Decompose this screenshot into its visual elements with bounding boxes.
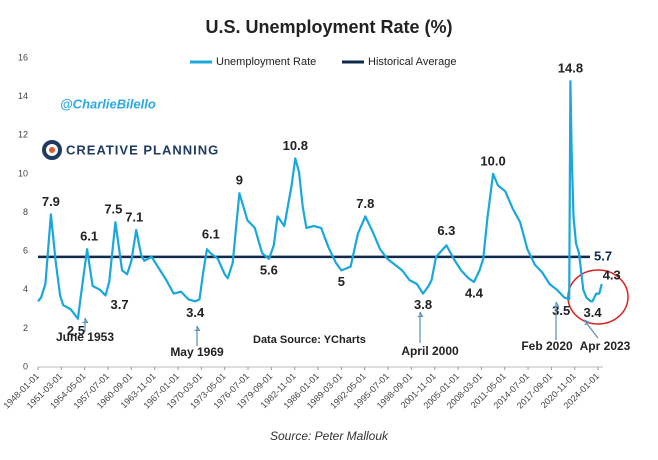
callout-label: April 2000 — [401, 344, 459, 358]
callout-label: May 1969 — [170, 345, 224, 359]
data-label: 4.3 — [603, 267, 621, 282]
y-tick-label: 10 — [18, 168, 28, 178]
callout-label: June 1953 — [56, 330, 114, 344]
callout-arrowhead — [583, 319, 590, 326]
callout-arrowhead — [194, 325, 201, 331]
series-line — [37, 80, 603, 320]
callout-arrowhead — [553, 301, 560, 307]
highlight-circle — [567, 269, 629, 325]
y-tick-label: 14 — [18, 91, 28, 101]
callout-label: Feb 2020 — [521, 339, 573, 353]
legend-label: Unemployment Rate — [216, 56, 316, 68]
legend-label: Historical Average — [368, 56, 456, 68]
logo-icon — [42, 140, 62, 160]
handle: @CharlieBilello — [60, 96, 156, 111]
data-label: 7.9 — [42, 194, 60, 209]
y-tick-label: 6 — [23, 246, 28, 256]
data-label: 4.4 — [465, 285, 484, 300]
brand: CREATIVE PLANNING — [66, 142, 219, 157]
data-label: 6.1 — [202, 227, 220, 242]
callout-arrowhead — [82, 317, 89, 323]
y-tick-label: 4 — [23, 284, 28, 294]
data-label: 6.1 — [80, 229, 98, 244]
data-label: 3.4 — [186, 305, 205, 320]
data-label: 3.5 — [552, 303, 570, 318]
data-label: 10.8 — [283, 138, 308, 153]
data-label: 9 — [236, 173, 243, 188]
brand-logo — [42, 140, 62, 160]
data-label: 3.4 — [583, 305, 602, 320]
data-label: 7.1 — [125, 209, 143, 224]
chart-title: U.S. Unemployment Rate (%) — [205, 17, 452, 37]
y-tick-label: 12 — [18, 130, 28, 140]
y-tick-label: 0 — [23, 361, 28, 371]
data-label: 3.7 — [110, 297, 128, 312]
y-tick-label: 16 — [18, 52, 28, 62]
reference-label: 5.7 — [594, 248, 612, 263]
data-label: 14.8 — [558, 61, 583, 76]
data-label: 5 — [338, 274, 345, 289]
data-source: Data Source: YCharts — [253, 334, 366, 346]
data-label: 6.3 — [437, 223, 455, 238]
callout-label: Apr 2023 — [580, 339, 631, 353]
footer: Source: Peter Mallouk — [270, 429, 389, 443]
data-label: 7.5 — [104, 202, 122, 217]
data-label: 2.5 — [67, 323, 85, 338]
data-label: 7.8 — [356, 196, 374, 211]
y-tick-label: 2 — [23, 323, 28, 333]
data-label: 10.0 — [480, 153, 505, 168]
callout-arrowhead — [417, 311, 424, 317]
y-tick-label: 8 — [23, 207, 28, 217]
logo-dot — [49, 147, 55, 153]
data-label: 5.6 — [260, 262, 278, 277]
data-label: 3.8 — [414, 297, 432, 312]
